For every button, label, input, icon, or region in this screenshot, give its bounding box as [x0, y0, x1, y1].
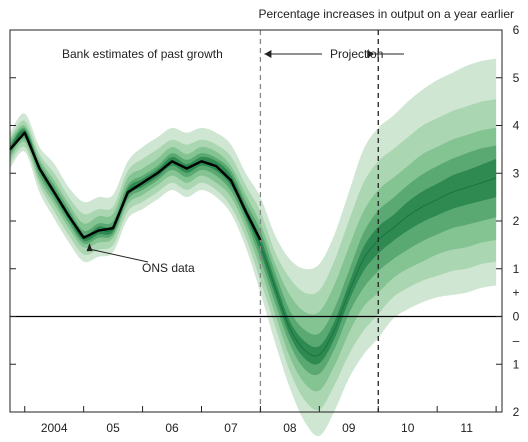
- x-tick-label: 10: [401, 421, 415, 435]
- ons-data-line: [9, 131, 262, 241]
- ons-data-pointer: [89, 248, 149, 263]
- projection-arrowhead-left: [264, 50, 272, 58]
- annotations: Bank estimates of past growth Projection…: [62, 47, 404, 275]
- y-tick-label: 3: [513, 166, 520, 180]
- positive-sign-marker: +: [512, 286, 519, 300]
- x-tick-label: 11: [460, 421, 473, 435]
- y-tick-label: 5: [513, 71, 520, 85]
- negative-sign-marker: –: [513, 333, 520, 347]
- x-tick-label: 2004: [41, 421, 68, 435]
- x-tick-label: 06: [165, 421, 179, 435]
- y-tick-label: 2: [513, 405, 520, 419]
- y-tick-label: 6: [513, 23, 520, 37]
- y-tick-label: 4: [513, 119, 520, 133]
- ons-data-label: ONS data: [142, 261, 195, 275]
- series-lines: [9, 131, 502, 318]
- past-growth-label: Bank estimates of past growth: [62, 47, 223, 61]
- x-tick-label: 05: [106, 421, 120, 435]
- ons-data-pointer-head: [86, 243, 93, 252]
- x-tick-label: 09: [342, 421, 356, 435]
- fan-bands: [9, 58, 497, 437]
- y-tick-label: 1: [513, 357, 520, 371]
- x-tick-label: 08: [283, 421, 297, 435]
- y-tick-label: 1: [513, 262, 520, 276]
- projection-arrowhead-right: [367, 50, 375, 58]
- y-tick-label: 2: [513, 214, 520, 228]
- y-tick-label: 0: [513, 310, 520, 324]
- x-tick-label: 07: [224, 421, 238, 435]
- vertical-markers: [259, 30, 379, 412]
- projection-label: Projection: [330, 47, 383, 61]
- chart-subtitle: Percentage increases in output on a year…: [259, 7, 515, 21]
